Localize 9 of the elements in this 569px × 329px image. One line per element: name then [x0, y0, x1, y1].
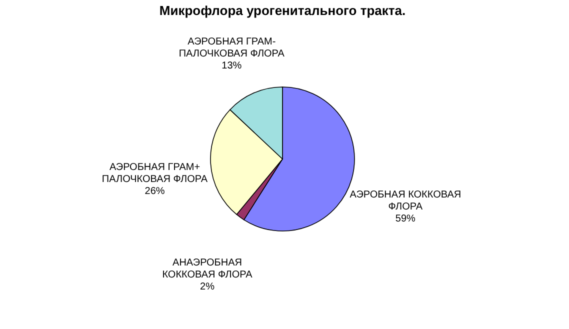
data-label: 13%	[222, 60, 242, 72]
data-label: 59%	[395, 214, 416, 225]
chart-title: Микрофлора урогенитального тракта.	[159, 3, 406, 18]
slice-label: АНАЭРОБНАЯ КОККОВАЯ ФЛОРА	[162, 258, 253, 281]
slice-label: АЭРОБНАЯ ГРАМ- ПАЛОЧКОВАЯ ФЛОРА	[178, 36, 285, 60]
slice-label: АЭРОБНАЯ ГРАМ+ ПАЛОЧКОВАЯ ФЛОРА	[102, 162, 208, 186]
slice-label: АЭРОБНАЯ КОККОВАЯ ФЛОРА	[350, 190, 462, 213]
data-label: 2%	[200, 282, 215, 293]
data-label: 26%	[144, 186, 165, 198]
